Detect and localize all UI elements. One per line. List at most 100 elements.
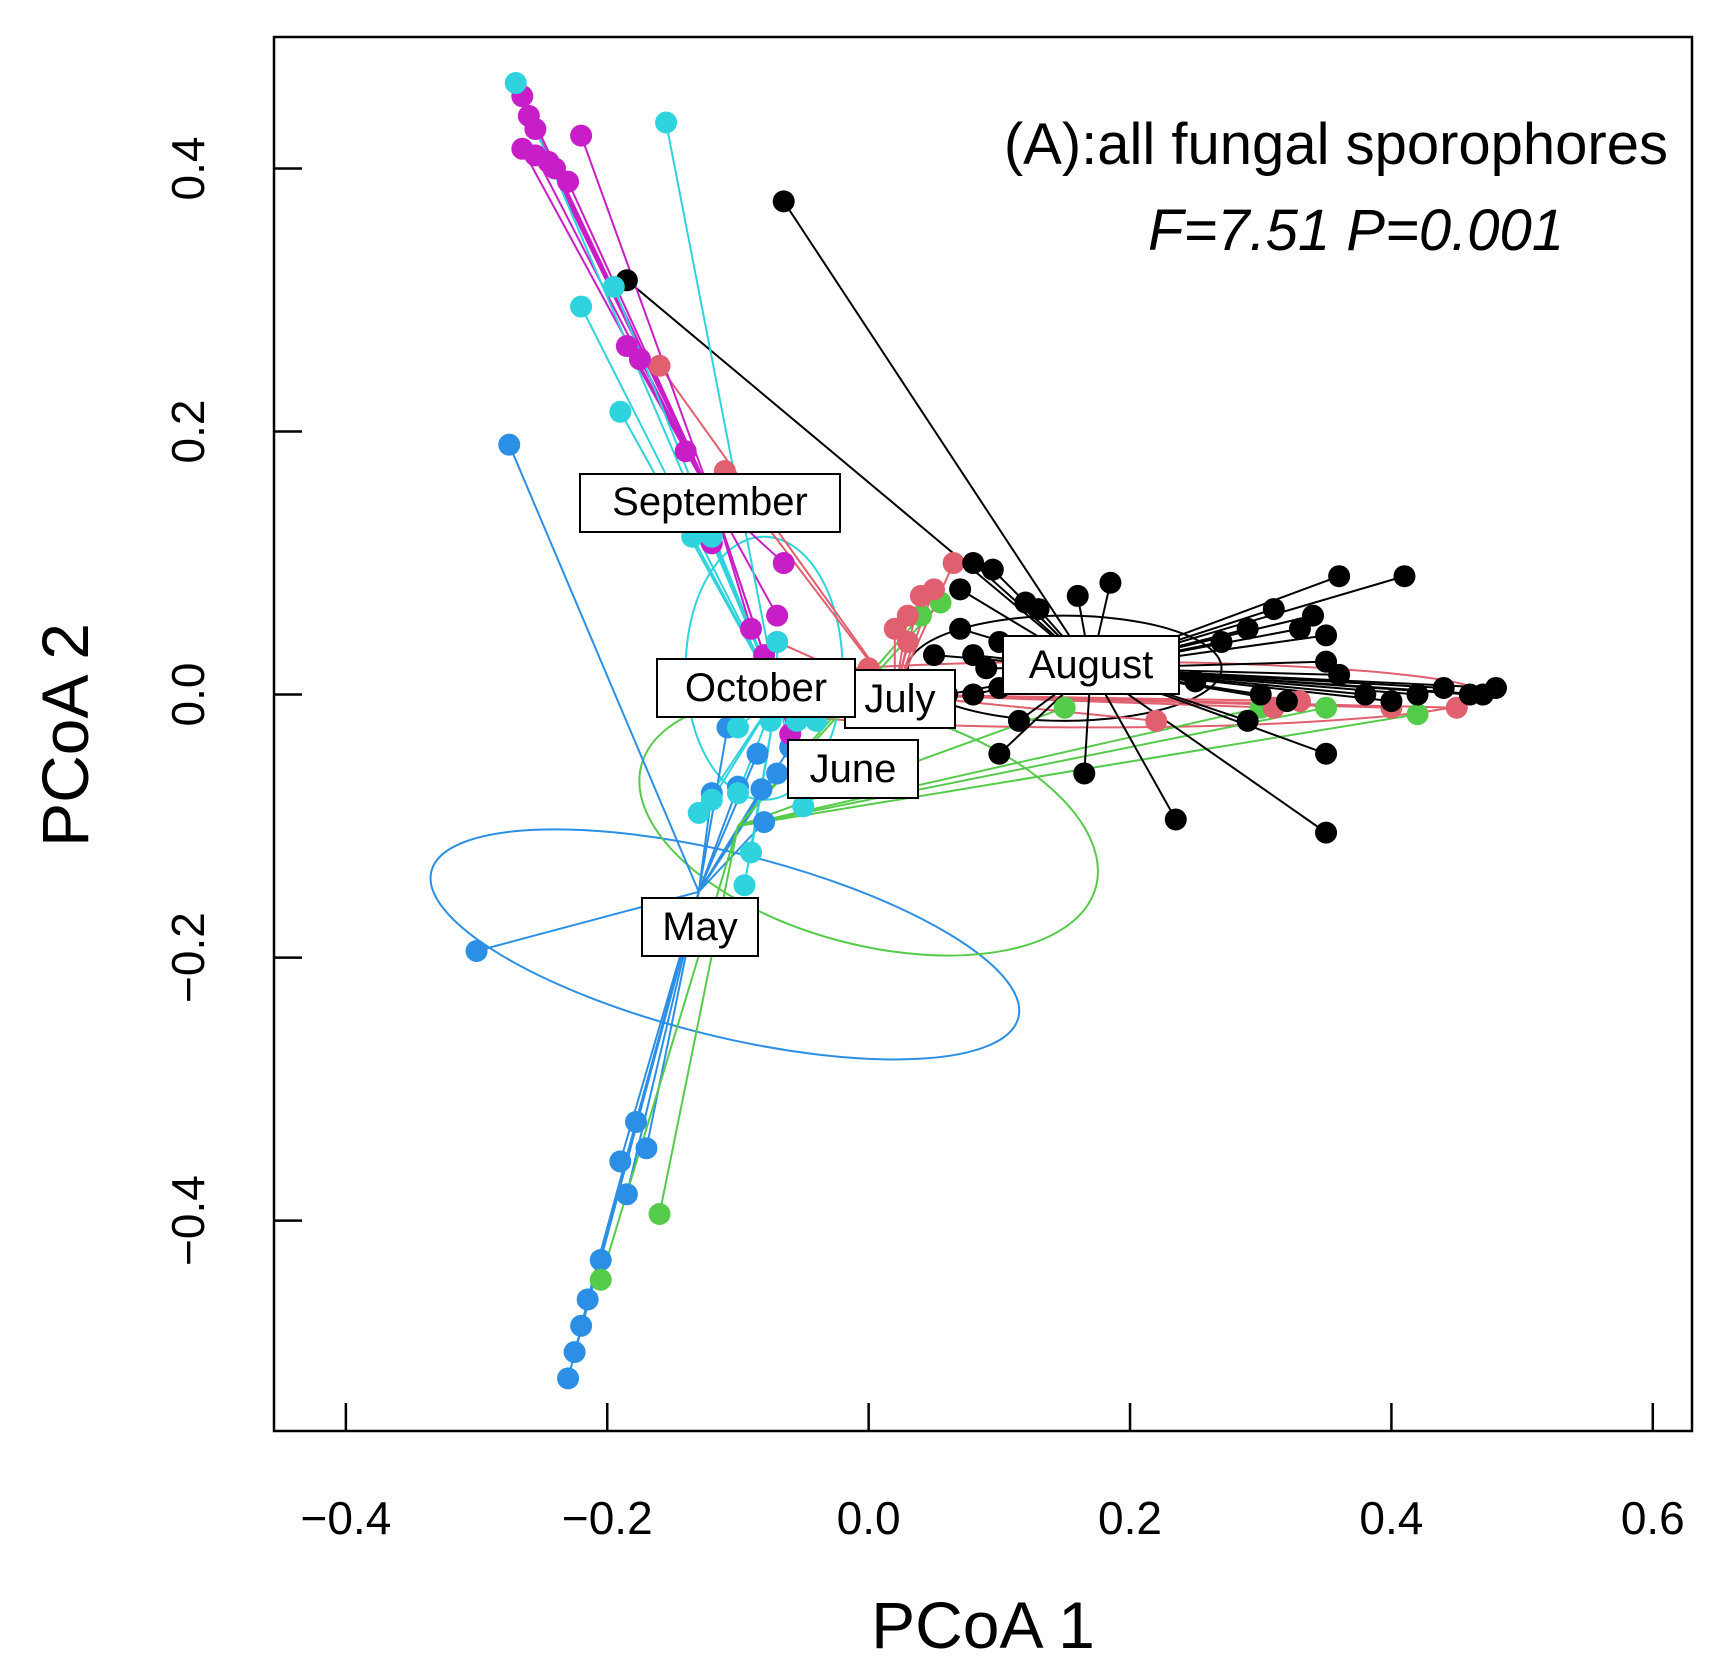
group-points [465,72,1507,1390]
point-august [1380,690,1403,713]
point-august [1236,709,1259,732]
month-text-may: May [662,905,738,949]
y-axis-title: PCoA 2 [28,623,102,847]
point-august [1184,670,1207,693]
point-may [753,811,776,834]
point-may [576,1288,599,1311]
point-september [570,124,593,147]
month-label-august: August [1002,635,1180,695]
month-label-may: May [641,897,759,957]
point-september [524,118,547,141]
point-august [1315,821,1338,844]
point-august [772,190,795,213]
point-october [766,630,789,653]
point-august [1007,709,1030,732]
point-july [942,552,965,575]
point-may [563,1341,586,1364]
x-tick-label: 0.2 [1098,1492,1162,1544]
point-september [740,617,763,640]
point-october [733,874,756,897]
point-august [1099,571,1122,594]
spoke-may [697,786,739,893]
spoke-august [626,279,1092,670]
point-august [981,558,1004,581]
spoke-may [508,444,700,893]
y-tick-label: −0.4 [162,1175,214,1266]
point-september [557,170,580,193]
group-ellipses [429,535,1484,1061]
point-august [1262,598,1285,621]
spoke-september [580,135,713,498]
point-august [988,742,1011,765]
x-tick-label: −0.2 [562,1492,653,1544]
point-august [1315,624,1338,647]
point-june [1406,703,1429,726]
point-august [949,578,972,601]
y-tick-label: 0.0 [162,663,214,727]
point-august [1393,565,1416,588]
point-august [922,644,945,667]
point-august [1432,676,1455,699]
point-august [1328,565,1351,588]
point-october [570,295,593,318]
point-june [589,1268,612,1291]
x-tick-label: 0.6 [1621,1492,1685,1544]
x-tick-label: 0.4 [1359,1492,1423,1544]
spoke-may [697,753,759,893]
month-text-august: August [1029,643,1154,687]
month-label-july: July [844,669,956,729]
point-august [1275,690,1298,713]
point-july [648,354,671,377]
x-tick-label: −0.4 [300,1492,391,1544]
point-may [557,1367,580,1390]
point-august [975,657,998,680]
spoke-june [737,706,1261,828]
plot-frame [272,35,1694,1433]
point-october [602,275,625,298]
point-october [687,801,710,824]
point-september [628,348,651,371]
axis-ticks: −0.4 −0.2 0.0 0.2 0.4 0.6 −0.4 −0.2 0.0 0.2 0.4 [162,137,1685,1544]
point-july [896,630,919,653]
point-october [726,782,749,805]
point-august [1236,617,1259,640]
spoke-june [658,825,739,1215]
point-october [726,716,749,739]
point-october [792,795,815,818]
point-june [1053,696,1076,719]
point-august [1328,663,1351,686]
point-july [922,578,945,601]
x-axis-title: PCoA 1 [871,1588,1095,1662]
point-september [766,604,789,627]
point-october [655,111,678,134]
month-text-september: September [612,480,808,524]
point-august [1027,598,1050,621]
point-august [1315,742,1338,765]
spoke-october [665,122,779,695]
point-may [615,1183,638,1206]
month-text-october: October [685,666,827,710]
month-label-june: June [787,739,919,799]
y-tick-label: 0.2 [162,400,214,464]
x-tick-label: 0.0 [837,1492,901,1544]
point-june [1315,696,1338,719]
point-august [1210,630,1233,653]
spoke-august [1090,667,1327,834]
spoke-june [737,706,1327,828]
point-may [625,1110,648,1133]
point-may [465,939,488,962]
point-august [1406,683,1429,706]
point-august [1458,683,1481,706]
spoke-august [782,200,1092,669]
point-september [772,552,795,575]
point-may [570,1314,593,1337]
point-october [504,72,527,95]
chart-title: (A):all fungal sporophores [1004,112,1668,177]
point-august [1073,762,1096,785]
point-may [766,762,789,785]
ellipse-august [906,614,1223,722]
point-may [498,433,521,456]
month-label-september: September [579,473,841,533]
point-august [1301,604,1324,627]
